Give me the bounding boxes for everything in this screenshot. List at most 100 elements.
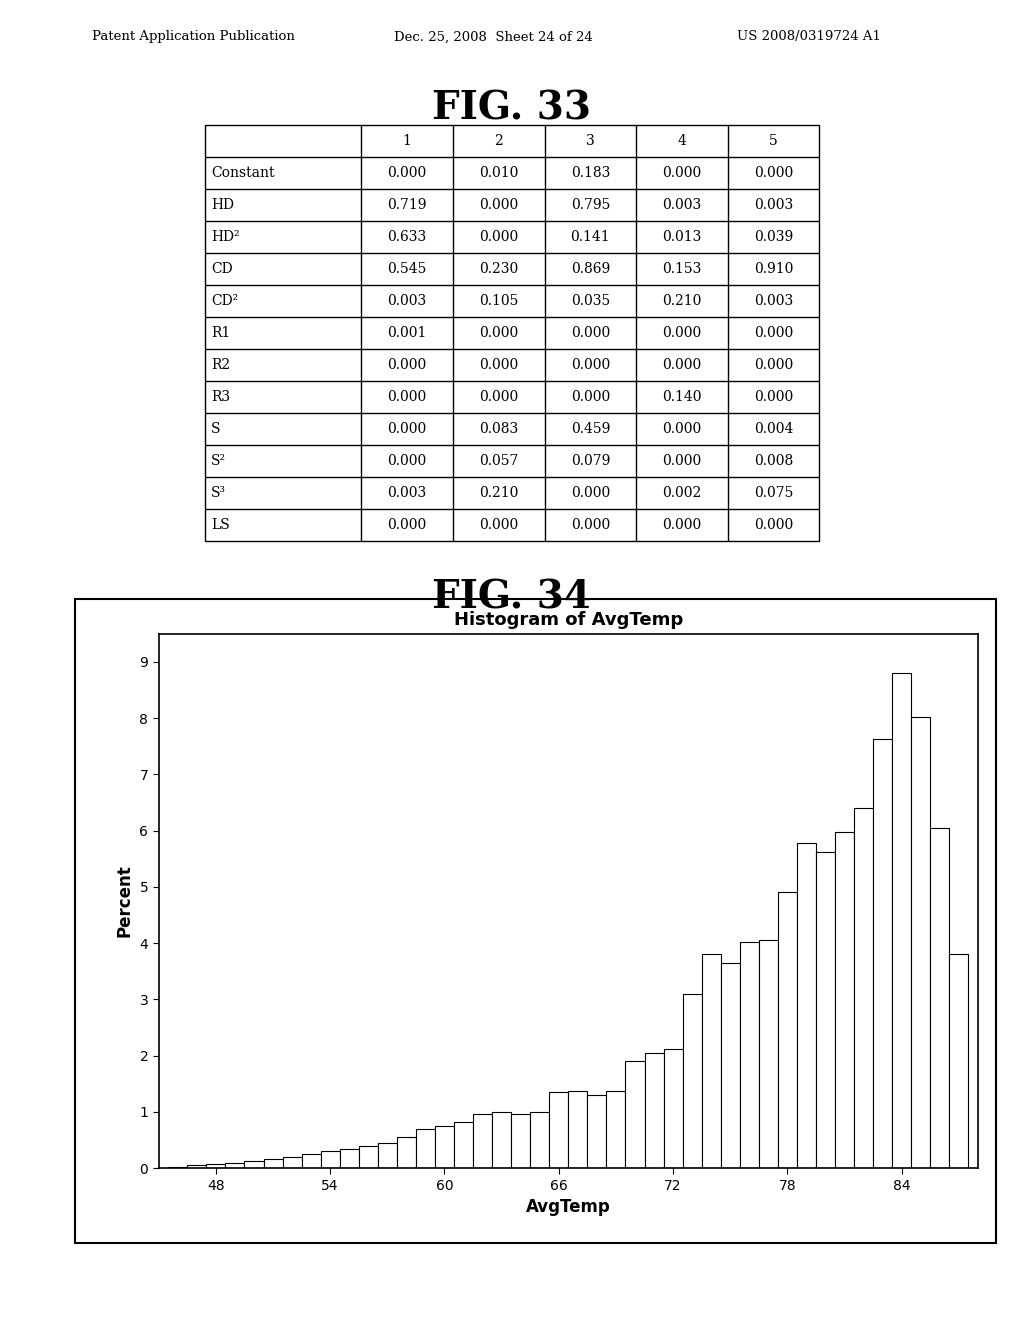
Text: 0.000: 0.000 xyxy=(663,358,701,372)
Text: 0.000: 0.000 xyxy=(663,454,701,469)
Bar xyxy=(816,851,835,1168)
Text: 0.000: 0.000 xyxy=(754,358,793,372)
Text: 0.010: 0.010 xyxy=(479,166,518,181)
Text: 0.000: 0.000 xyxy=(388,519,427,532)
Text: 0.633: 0.633 xyxy=(388,231,427,244)
Bar xyxy=(739,942,759,1168)
Text: 0.003: 0.003 xyxy=(663,198,701,213)
Bar xyxy=(187,1164,207,1168)
Text: 0.795: 0.795 xyxy=(570,198,610,213)
Bar xyxy=(835,832,854,1168)
Text: 0.079: 0.079 xyxy=(570,454,610,469)
Text: 0.001: 0.001 xyxy=(387,326,427,341)
Bar xyxy=(759,940,778,1168)
Text: 0.000: 0.000 xyxy=(479,358,518,372)
Text: 0.000: 0.000 xyxy=(570,391,610,404)
Bar xyxy=(302,1154,321,1168)
Bar xyxy=(626,1061,644,1168)
Text: CD: CD xyxy=(211,263,232,276)
Bar xyxy=(435,1126,454,1168)
Text: 0.000: 0.000 xyxy=(388,422,427,436)
Bar xyxy=(378,1143,397,1168)
Text: R2: R2 xyxy=(211,358,230,372)
Text: Dec. 25, 2008  Sheet 24 of 24: Dec. 25, 2008 Sheet 24 of 24 xyxy=(394,30,593,44)
Bar xyxy=(207,1164,225,1168)
Text: 0.000: 0.000 xyxy=(570,326,610,341)
Bar xyxy=(664,1049,683,1168)
Text: Patent Application Publication: Patent Application Publication xyxy=(92,30,295,44)
Bar xyxy=(797,843,816,1168)
Bar xyxy=(568,1090,588,1168)
Text: 0.000: 0.000 xyxy=(570,358,610,372)
Text: 0.000: 0.000 xyxy=(570,519,610,532)
Text: 0.000: 0.000 xyxy=(388,454,427,469)
Bar xyxy=(588,1096,606,1168)
Bar xyxy=(397,1138,416,1168)
Text: 0.003: 0.003 xyxy=(388,486,427,500)
Text: 0.003: 0.003 xyxy=(754,294,793,309)
Text: 0.000: 0.000 xyxy=(388,391,427,404)
Text: 0.075: 0.075 xyxy=(754,486,794,500)
Bar xyxy=(530,1111,549,1168)
Text: 0.153: 0.153 xyxy=(663,263,701,276)
Text: 0.545: 0.545 xyxy=(387,263,427,276)
Text: LS: LS xyxy=(211,519,229,532)
Text: 0.039: 0.039 xyxy=(754,231,793,244)
Text: 0.000: 0.000 xyxy=(663,166,701,181)
Text: 0.000: 0.000 xyxy=(754,519,793,532)
Text: 0.000: 0.000 xyxy=(388,166,427,181)
Y-axis label: Percent: Percent xyxy=(116,865,134,937)
Text: 0.459: 0.459 xyxy=(570,422,610,436)
Bar xyxy=(683,994,701,1168)
Bar xyxy=(493,1111,511,1168)
Text: R3: R3 xyxy=(211,391,230,404)
Text: 0.910: 0.910 xyxy=(754,263,794,276)
Text: 0.002: 0.002 xyxy=(663,486,701,500)
Text: 0.210: 0.210 xyxy=(663,294,701,309)
Text: 0.869: 0.869 xyxy=(570,263,610,276)
Text: 0.000: 0.000 xyxy=(479,198,518,213)
Bar xyxy=(340,1148,358,1168)
Text: FIG. 33: FIG. 33 xyxy=(432,90,592,128)
Text: 3: 3 xyxy=(586,135,595,148)
Text: 0.004: 0.004 xyxy=(754,422,794,436)
Bar xyxy=(930,828,949,1168)
Text: 0.183: 0.183 xyxy=(570,166,610,181)
Text: 0.000: 0.000 xyxy=(663,422,701,436)
X-axis label: AvgTemp: AvgTemp xyxy=(526,1199,610,1216)
Bar xyxy=(511,1114,530,1168)
Text: 0.210: 0.210 xyxy=(479,486,518,500)
Text: HD²: HD² xyxy=(211,231,240,244)
Bar xyxy=(892,673,911,1168)
Text: S³: S³ xyxy=(211,486,226,500)
Text: 0.000: 0.000 xyxy=(479,231,518,244)
Text: 1: 1 xyxy=(402,135,412,148)
Text: 0.000: 0.000 xyxy=(570,486,610,500)
Text: 0.000: 0.000 xyxy=(388,358,427,372)
Bar xyxy=(721,962,739,1168)
Bar xyxy=(949,954,969,1168)
Bar xyxy=(416,1129,435,1168)
Bar xyxy=(283,1156,302,1168)
Text: R1: R1 xyxy=(211,326,230,341)
Text: 0.000: 0.000 xyxy=(754,166,793,181)
Text: FIG. 34: FIG. 34 xyxy=(432,578,592,616)
Bar xyxy=(225,1163,245,1168)
Text: 0.000: 0.000 xyxy=(479,391,518,404)
Text: 0.003: 0.003 xyxy=(388,294,427,309)
Bar xyxy=(454,1122,473,1168)
Bar xyxy=(778,892,797,1168)
Bar xyxy=(854,808,873,1168)
Text: 0.719: 0.719 xyxy=(387,198,427,213)
Text: S: S xyxy=(211,422,220,436)
Text: 0.105: 0.105 xyxy=(479,294,518,309)
Text: 0.003: 0.003 xyxy=(754,198,793,213)
Text: 0.000: 0.000 xyxy=(479,326,518,341)
Text: 0.000: 0.000 xyxy=(754,391,793,404)
Text: 0.083: 0.083 xyxy=(479,422,518,436)
Text: 0.000: 0.000 xyxy=(663,519,701,532)
Bar xyxy=(549,1092,568,1168)
Text: 0.035: 0.035 xyxy=(570,294,610,309)
Text: 5: 5 xyxy=(769,135,778,148)
Text: CD²: CD² xyxy=(211,294,239,309)
